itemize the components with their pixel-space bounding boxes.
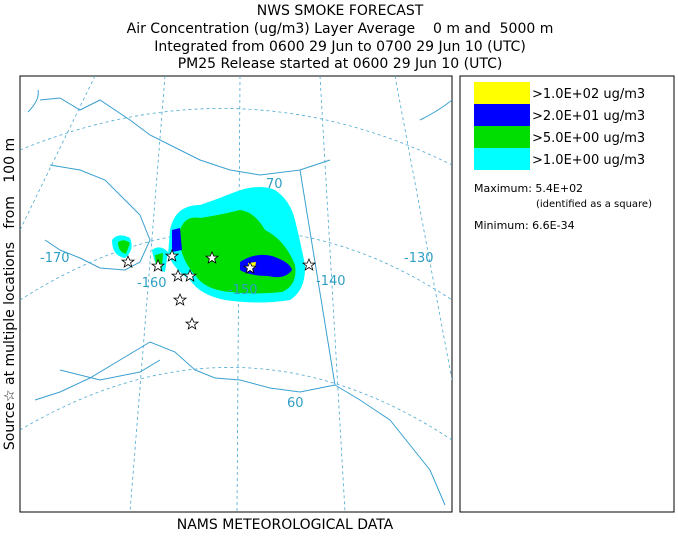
smoke-plume — [112, 186, 306, 303]
minimum: Minimum: 6.6E-34 — [474, 219, 575, 232]
footer: NAMS METEOROLOGICAL DATA — [177, 517, 394, 532]
graticule-label: -130 — [404, 251, 434, 266]
maximum: Maximum: 5.4E+02 — [474, 182, 583, 195]
map: 70 -170 -160 -150 -140 -130 60 — [19, 75, 453, 513]
graticule-label: -170 — [40, 251, 70, 266]
title: NWS SMOKE FORECAST — [257, 3, 424, 19]
coastline — [34, 97, 446, 506]
coastline — [27, 89, 452, 121]
legend-label: >2.0E+01 ug/m3 — [532, 109, 645, 124]
source-markers — [120, 249, 317, 330]
legend-swatch — [474, 148, 530, 170]
side-label: Source☆ at multiple locations from 100 m — [2, 138, 18, 450]
legend-swatch — [474, 82, 530, 104]
graticule-label: -150 — [228, 283, 258, 298]
legend-label: >5.0E+00 ug/m3 — [532, 131, 645, 146]
subtitle: PM25 Release started at 0600 29 Jun 10 (… — [178, 56, 503, 72]
subtitle: Air Concentration (ug/m3) Layer Average … — [127, 21, 554, 37]
graticule — [20, 76, 452, 512]
legend-swatch — [474, 104, 530, 126]
legend-label: >1.0E+00 ug/m3 — [532, 153, 645, 168]
legend-label: >1.0E+02 ug/m3 — [532, 87, 645, 102]
legend-swatch — [474, 126, 530, 148]
graticule-label: -140 — [316, 274, 346, 289]
subtitle: Integrated from 0600 29 Jun to 0700 29 J… — [154, 39, 526, 55]
graticule-label: 70 — [266, 177, 283, 192]
graticule-label: -160 — [137, 276, 167, 291]
legend: >1.0E+02 ug/m3 >2.0E+01 ug/m3 >5.0E+00 ug/… — [459, 75, 675, 513]
maximum-note: (identified as a square) — [536, 199, 652, 210]
graticule-label: 60 — [287, 396, 304, 411]
